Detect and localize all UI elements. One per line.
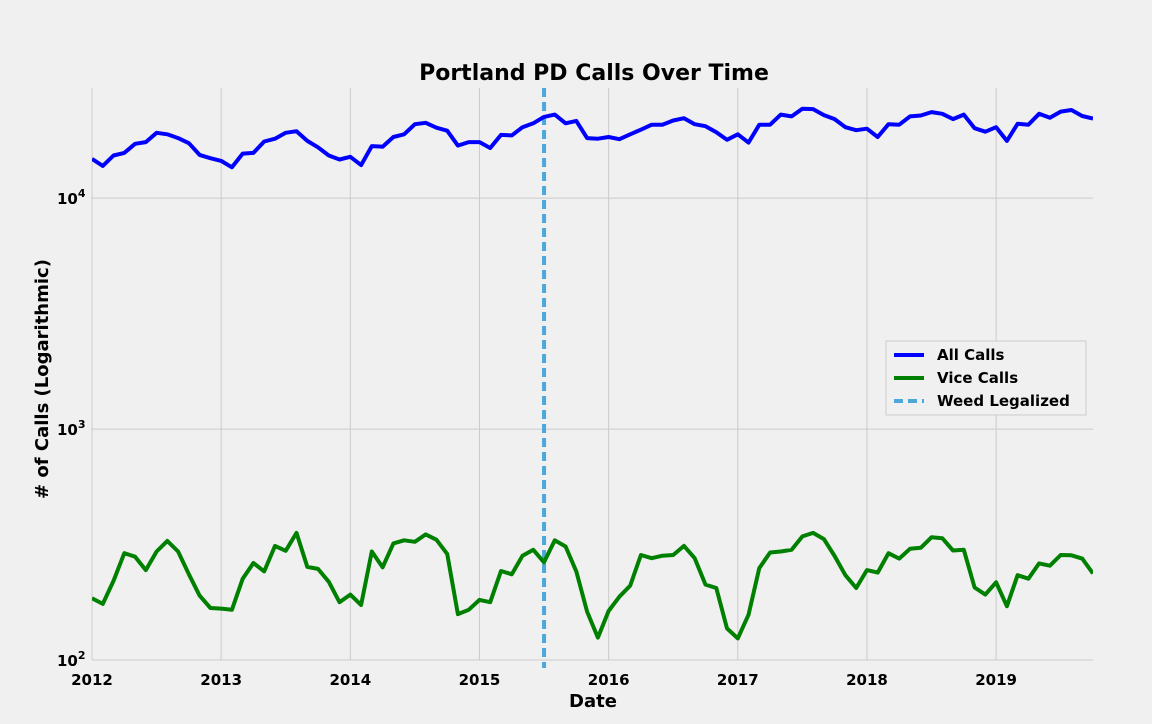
- x-tick-label: 2015: [459, 671, 501, 689]
- grid-layer: [91, 88, 1093, 661]
- legend-label-all-calls: All Calls: [937, 346, 1005, 364]
- x-tick-label: 2014: [329, 671, 371, 689]
- x-tick-label: 2012: [71, 671, 113, 689]
- x-tick-label: 2019: [975, 671, 1017, 689]
- chart-title: Portland PD Calls Over Time: [419, 61, 769, 86]
- series-line-all-calls: [92, 106, 1093, 170]
- x-tick-label: 2016: [588, 671, 630, 689]
- x-axis-label: Date: [569, 691, 617, 712]
- x-tick-label: 2013: [200, 671, 242, 689]
- x-tick-label: 2017: [717, 671, 759, 689]
- y-tick-label: 102: [57, 649, 86, 670]
- legend: All Calls Vice Calls Weed Legalized: [885, 340, 1087, 416]
- x-tick-label: 2018: [846, 671, 888, 689]
- y-tick-label: 104: [57, 187, 86, 208]
- series-layer: [92, 106, 1093, 641]
- tick-label-layer: 2012 2013 2014 2015 2016 2017 2018 2019 102 103 10…: [57, 187, 1017, 689]
- legend-label-vice-calls: Vice Calls: [937, 369, 1018, 387]
- y-axis-label: # of Calls (Logarithmic): [32, 259, 53, 499]
- legend-label-weed-legalized: Weed Legalized: [937, 392, 1070, 410]
- series-line-vice-calls: [92, 530, 1093, 641]
- y-tick-label: 103: [57, 418, 86, 439]
